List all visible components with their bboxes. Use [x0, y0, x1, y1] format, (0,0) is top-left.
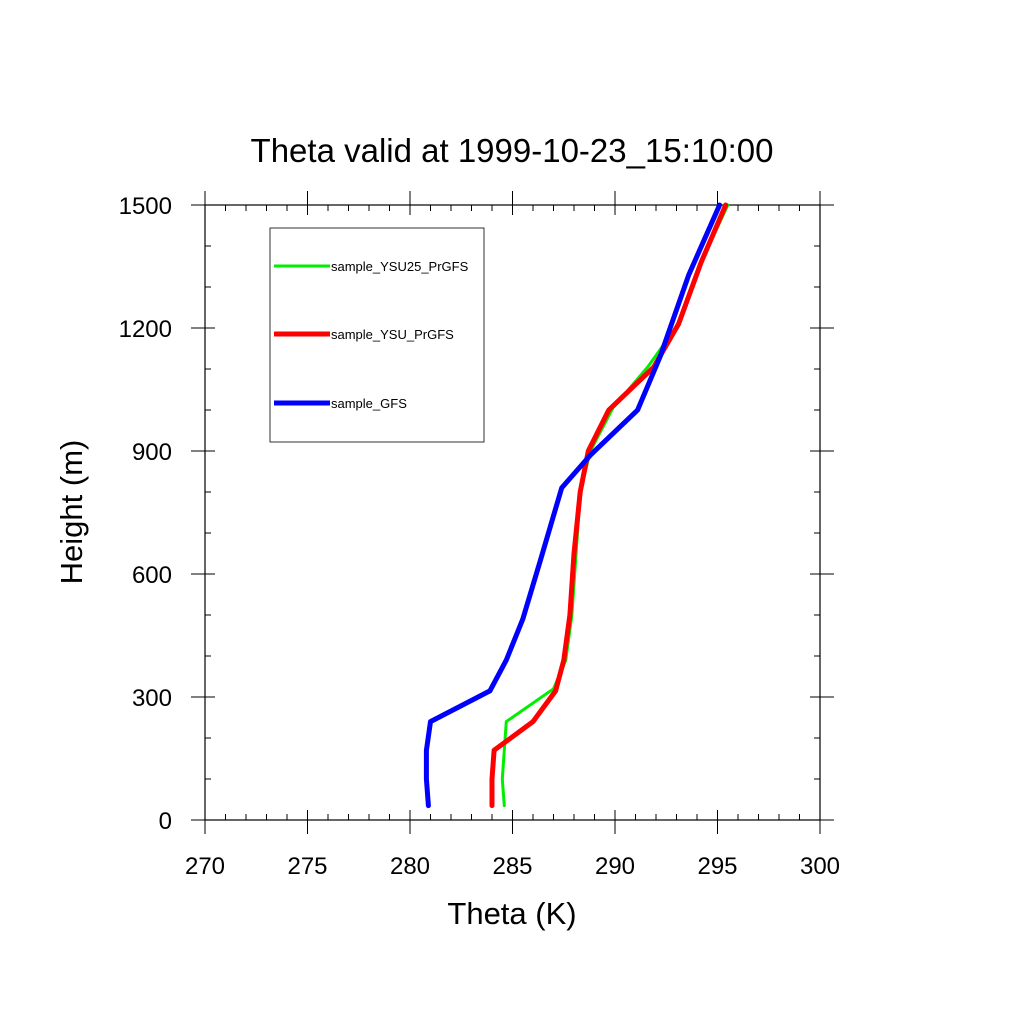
legend-label: sample_GFS: [331, 396, 407, 411]
y-tick-label: 0: [159, 808, 172, 835]
x-tick-labels: 270 275 280 285 290 295 300: [185, 853, 840, 880]
x-tick-label: 275: [287, 853, 327, 880]
x-tick-label: 300: [800, 853, 840, 880]
y-tick-label: 1500: [119, 193, 172, 220]
series-lines: [423, 202, 730, 809]
legend: sample_YSU25_PrGFS sample_YSU_PrGFSsample…: [269, 227, 485, 443]
legend-label: sample_YSU_PrGFS: [331, 327, 454, 342]
y-tick-label: 600: [132, 562, 172, 589]
x-axis-label: Theta (K): [447, 896, 576, 931]
y-axis-label: Height (m): [54, 440, 89, 585]
y-tick-label: 300: [132, 685, 172, 712]
series-line-sample_GFS: [423, 202, 723, 809]
series-line-sample_YSU_PrGFS: [489, 202, 729, 809]
x-tick-label: 290: [595, 853, 635, 880]
x-tick-label: 280: [390, 853, 430, 880]
x-tick-label: 285: [492, 853, 532, 880]
y-tick-label: 900: [132, 439, 172, 466]
x-tick-label: 270: [185, 853, 225, 880]
y-tick-labels: 0 300 600 900 1200 1500: [119, 193, 172, 835]
y-tick-label: 1200: [119, 316, 172, 343]
x-tick-label: 295: [697, 853, 737, 880]
tick-marks: [191, 191, 834, 834]
legend-label: sample_YSU25_PrGFS: [331, 259, 469, 274]
chart-title: Theta valid at 1999-10-23_15:10:00: [251, 132, 774, 169]
